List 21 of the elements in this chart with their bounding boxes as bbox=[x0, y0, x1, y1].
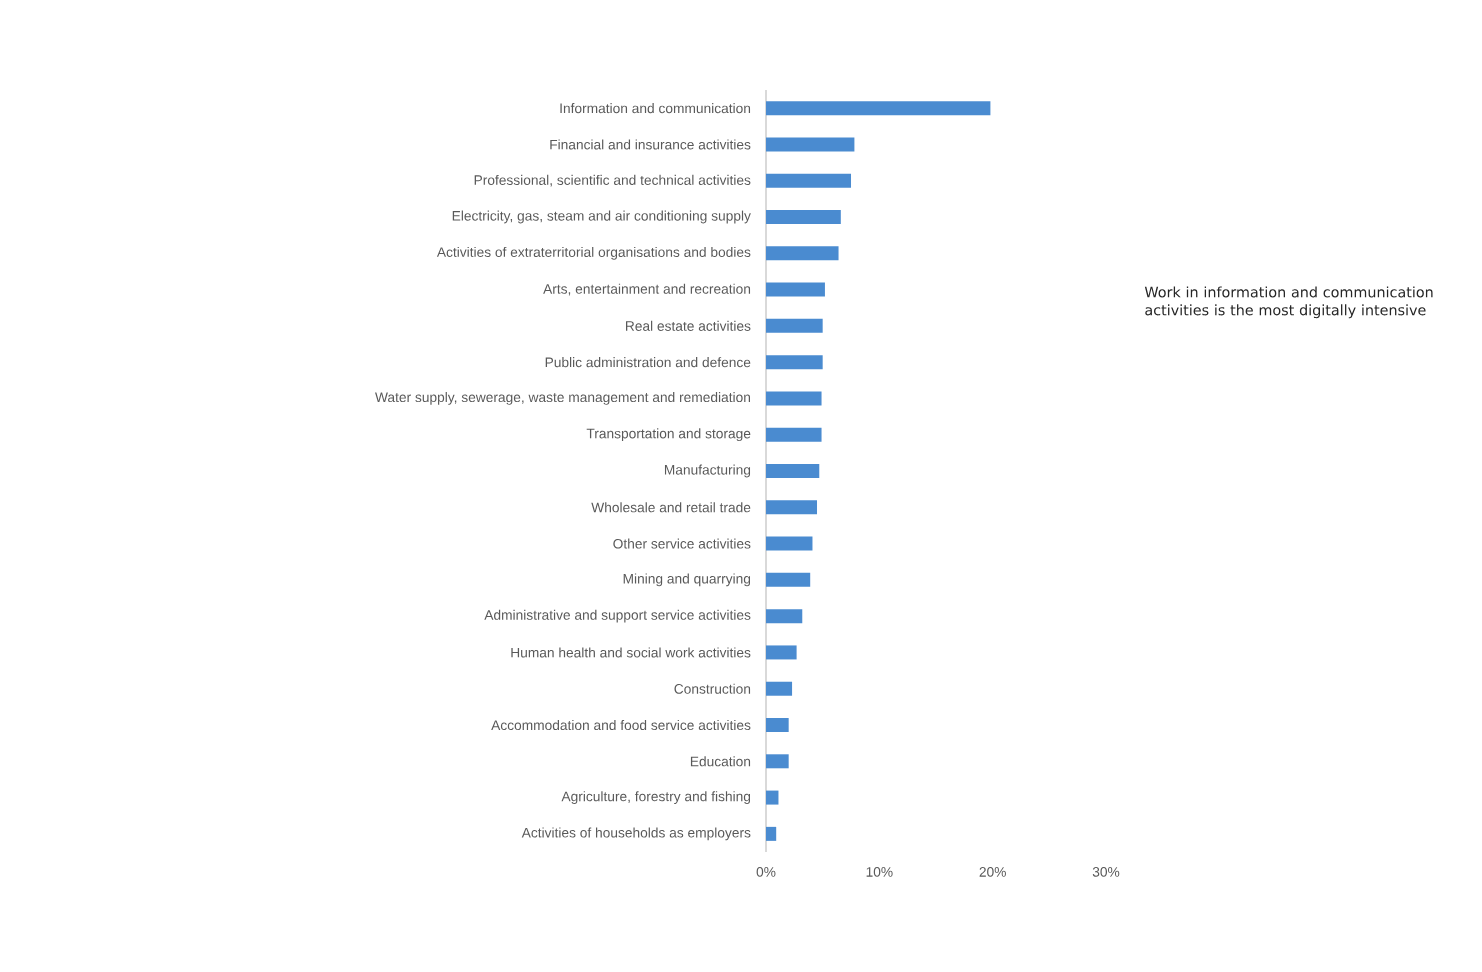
bar bbox=[766, 355, 823, 370]
bar bbox=[766, 536, 813, 551]
bar bbox=[766, 101, 991, 116]
bar bbox=[766, 282, 825, 297]
bar bbox=[766, 464, 820, 479]
bar bbox=[766, 790, 779, 805]
bar bbox=[766, 137, 855, 152]
bar bbox=[766, 826, 777, 841]
bar bbox=[766, 681, 793, 696]
bar bbox=[766, 318, 823, 333]
bar bbox=[766, 210, 841, 225]
bar bbox=[766, 645, 797, 660]
bar bbox=[766, 391, 822, 406]
bar bbox=[766, 173, 852, 188]
bar bbox=[766, 246, 839, 261]
bar bbox=[766, 718, 789, 733]
bar bbox=[766, 609, 803, 624]
bar bbox=[766, 754, 789, 769]
bar bbox=[766, 572, 811, 587]
bar bbox=[766, 500, 818, 515]
bar bbox=[766, 427, 822, 442]
